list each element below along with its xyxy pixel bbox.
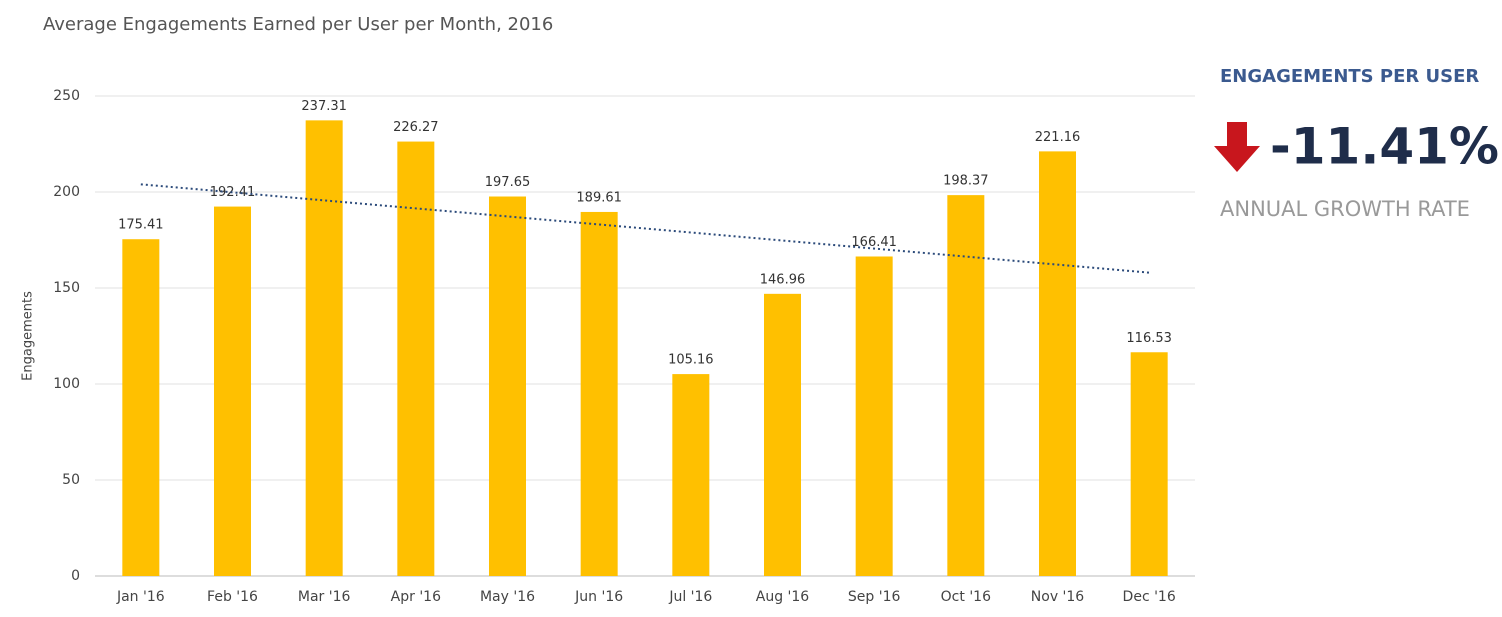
x-tick-label: Feb '16 bbox=[207, 589, 258, 605]
value-label: 197.65 bbox=[485, 175, 531, 190]
x-tick-label: Dec '16 bbox=[1123, 589, 1176, 605]
bar bbox=[489, 196, 526, 576]
x-tick-label: May '16 bbox=[480, 589, 535, 605]
bar bbox=[122, 239, 160, 576]
x-tick-label: Jun '16 bbox=[574, 589, 623, 605]
y-tick-label: 100 bbox=[53, 376, 80, 392]
down-arrow bbox=[1214, 122, 1260, 172]
value-label: 237.31 bbox=[301, 99, 347, 114]
value-label: 226.27 bbox=[393, 120, 439, 135]
value-label: 198.37 bbox=[943, 174, 989, 189]
value-label: 105.16 bbox=[668, 353, 714, 368]
x-tick-label: Mar '16 bbox=[298, 589, 351, 605]
value-label: 221.16 bbox=[1035, 130, 1081, 145]
trend-line bbox=[140, 183, 1150, 274]
bar bbox=[1039, 151, 1076, 576]
value-label: 166.41 bbox=[851, 235, 897, 250]
y-tick-label: 0 bbox=[71, 568, 80, 584]
bar bbox=[672, 374, 710, 576]
chart-title: Average Engagements Earned per User per … bbox=[43, 14, 553, 35]
value-label: 175.41 bbox=[118, 218, 164, 233]
kpi-title: ENGAGEMENTS PER USER bbox=[1220, 66, 1479, 87]
y-axis-label: Engagements bbox=[21, 291, 36, 381]
value-label: 116.53 bbox=[1126, 331, 1172, 346]
x-tick-label: Aug '16 bbox=[756, 589, 810, 605]
x-tick-label: Nov '16 bbox=[1031, 589, 1085, 605]
value-label: 189.61 bbox=[576, 190, 622, 205]
plot-area: 0 50 100 150 200 250 Jan '16 175.41 Feb '16 192.4… bbox=[53, 88, 1195, 605]
bar bbox=[764, 293, 801, 576]
kpi-value: -11.41% bbox=[1270, 118, 1499, 176]
bar bbox=[947, 195, 985, 577]
y-tick-label: 150 bbox=[53, 280, 80, 296]
y-tick-label: 200 bbox=[53, 184, 80, 200]
value-label: 146.96 bbox=[760, 272, 806, 287]
bar bbox=[305, 120, 343, 576]
bar bbox=[855, 256, 893, 576]
x-tick-label: Jul '16 bbox=[668, 589, 712, 605]
y-tick-label: 50 bbox=[62, 472, 80, 488]
x-tick-label: Sep '16 bbox=[848, 589, 901, 605]
value-label: 192.41 bbox=[210, 185, 256, 200]
x-tick-label: Apr '16 bbox=[391, 589, 441, 605]
x-tick-label: Oct '16 bbox=[941, 589, 991, 605]
bar bbox=[397, 141, 435, 577]
bar bbox=[1130, 352, 1168, 576]
y-tick-label: 250 bbox=[53, 88, 80, 104]
bar bbox=[214, 206, 251, 576]
x-tick-label: Jan '16 bbox=[116, 589, 165, 605]
bar bbox=[580, 211, 618, 577]
kpi-label: ANNUAL GROWTH RATE bbox=[1220, 197, 1470, 221]
